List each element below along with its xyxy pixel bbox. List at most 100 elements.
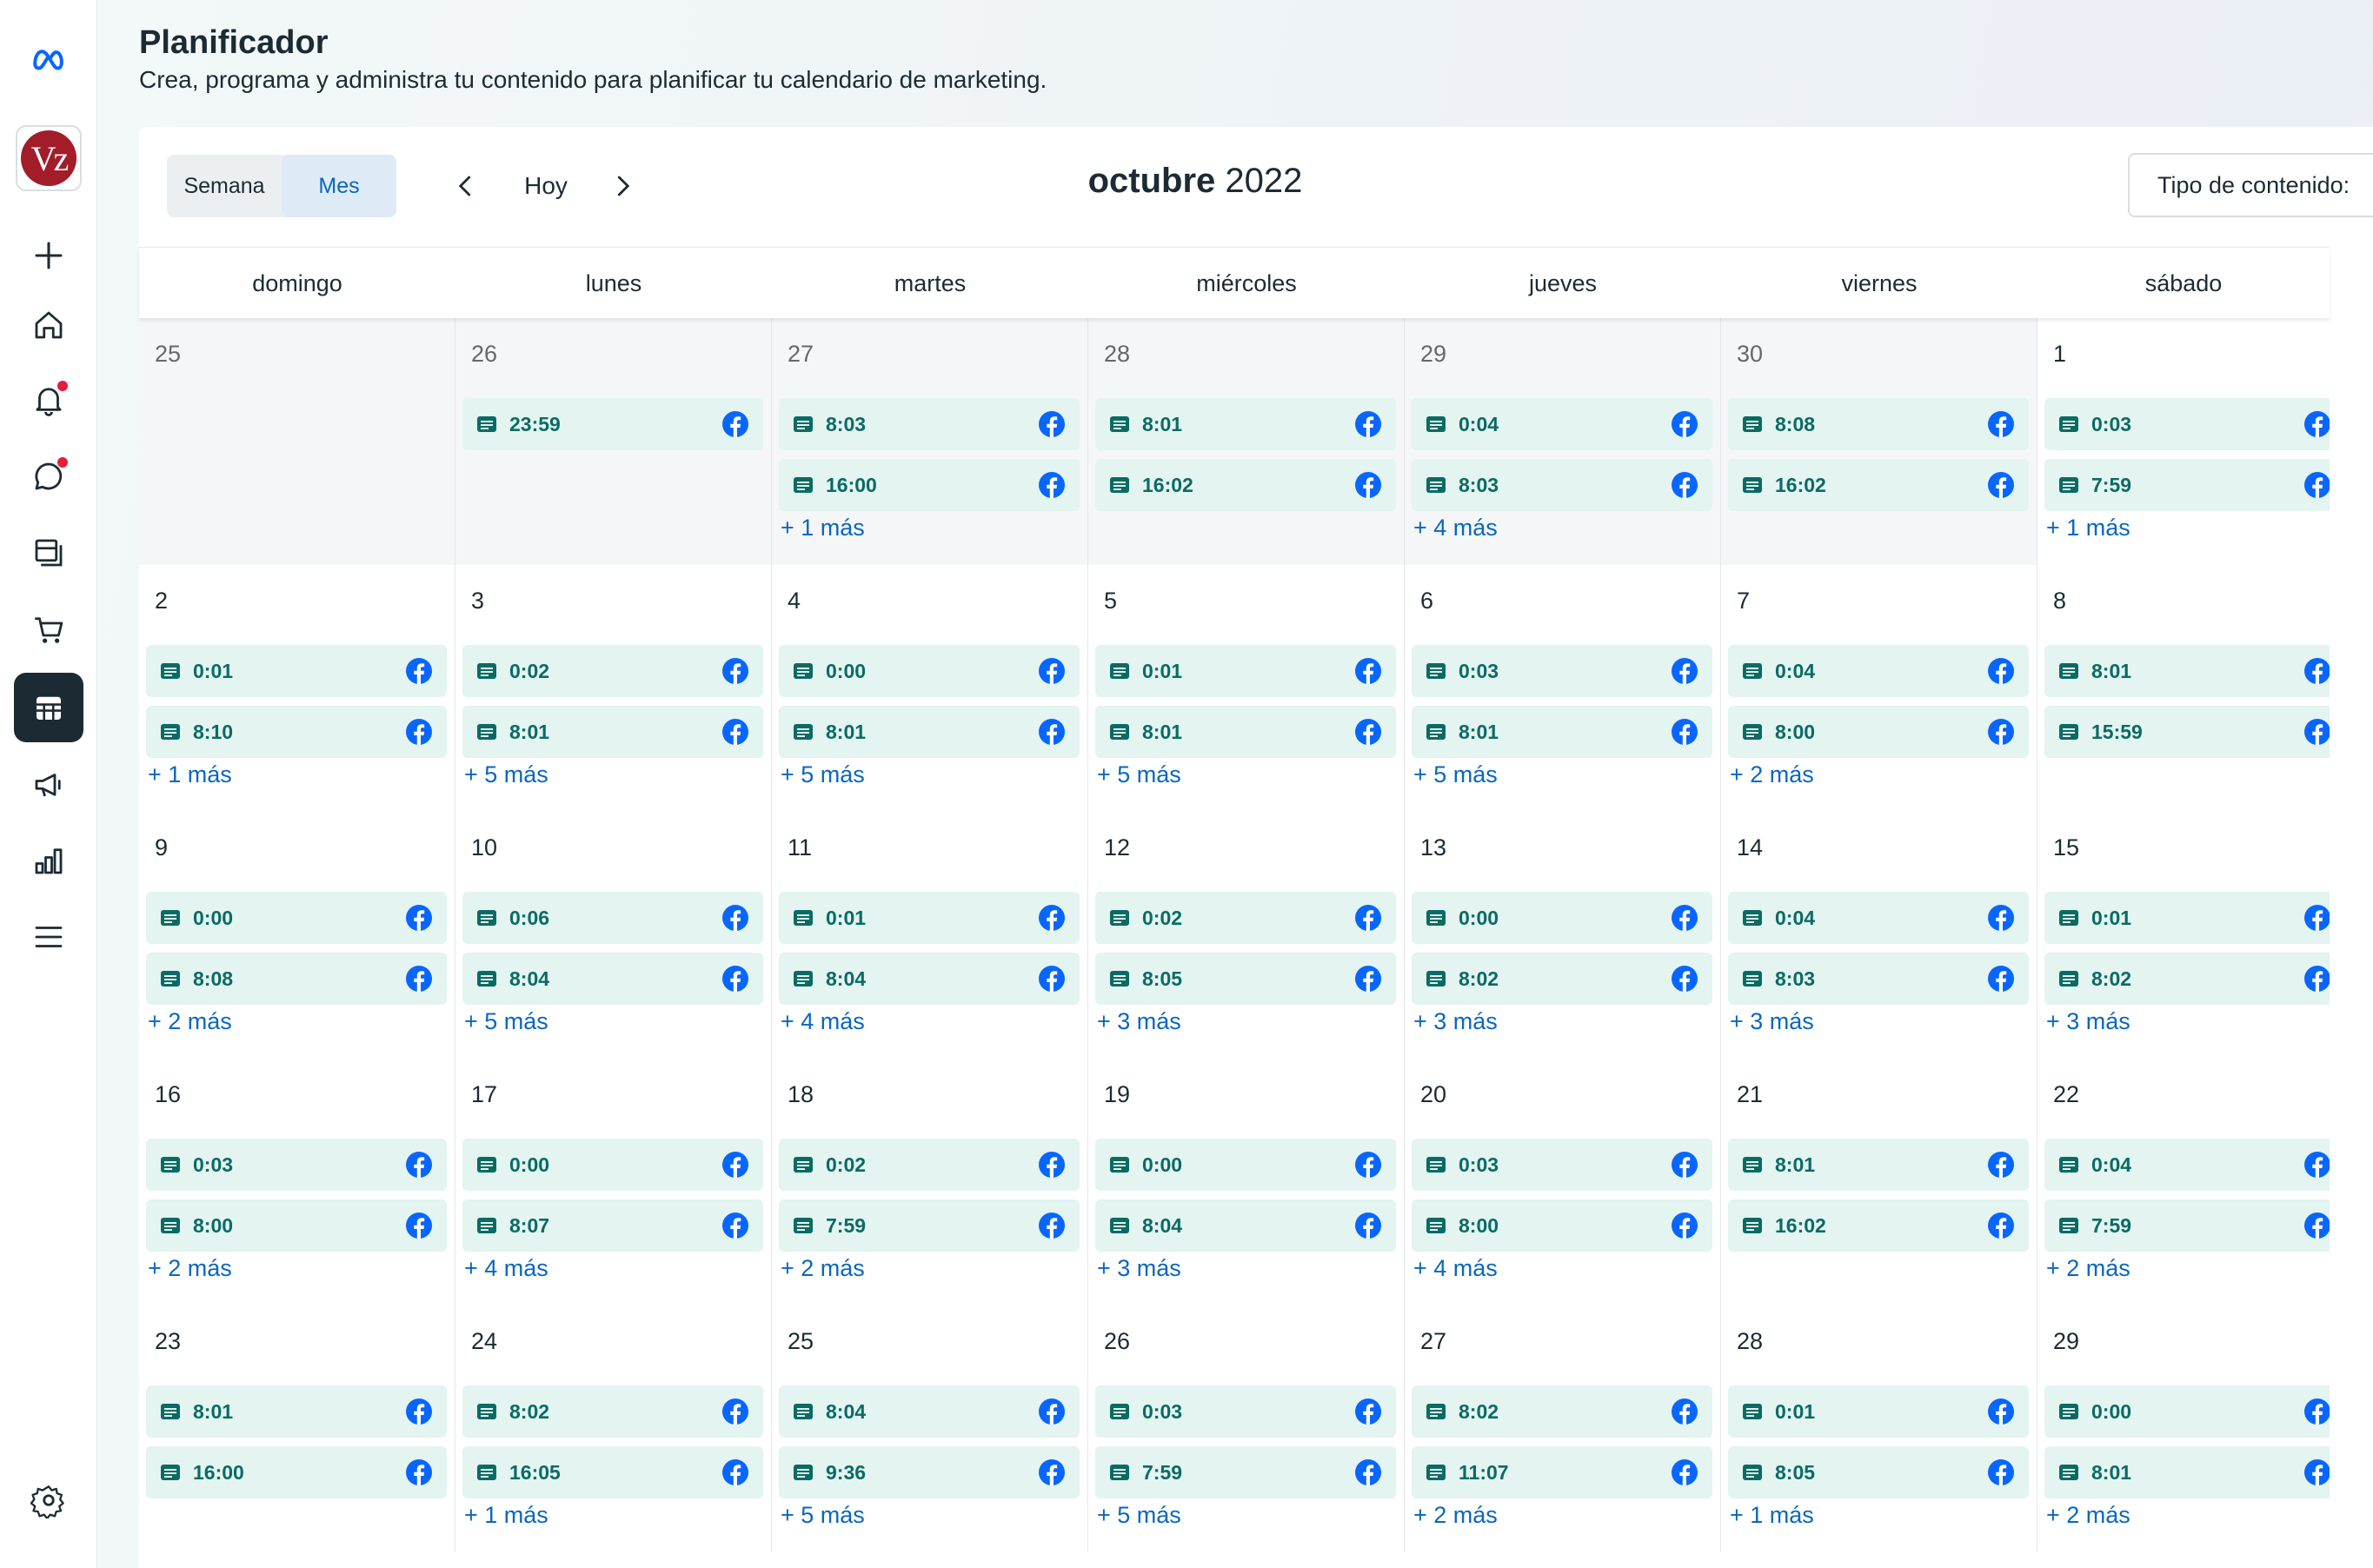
day-cell[interactable]: 10 0:06 8:04 + 5 más — [455, 812, 772, 1059]
day-cell[interactable]: 25 — [139, 318, 455, 565]
more-posts-link[interactable]: + 1 más — [2046, 515, 2130, 541]
more-posts-link[interactable]: + 1 más — [148, 761, 232, 787]
day-cell[interactable]: 24 8:02 16:05 + 1 más — [455, 1306, 772, 1552]
day-cell[interactable]: 11 0:01 8:04 + 4 más — [772, 812, 1088, 1059]
more-posts-link[interactable]: + 5 más — [1413, 761, 1498, 787]
scheduled-post[interactable]: 16:02 — [1728, 1199, 2029, 1252]
day-cell[interactable]: 15 0:01 8:02 + 3 más — [2037, 812, 2330, 1059]
day-cell[interactable]: 20 0:03 8:00 + 4 más — [1405, 1059, 1721, 1306]
previous-month-button[interactable] — [442, 162, 490, 210]
menu-icon[interactable] — [14, 902, 83, 972]
day-cell[interactable]: 4 0:00 8:01 + 5 más — [772, 565, 1088, 812]
day-cell[interactable]: 18 0:02 7:59 + 2 más — [772, 1059, 1088, 1306]
scheduled-post[interactable]: 0:03 — [146, 1139, 447, 1191]
more-posts-link[interactable]: + 1 más — [464, 1502, 548, 1528]
day-cell[interactable]: 26 0:03 7:59 + 5 más — [1088, 1306, 1405, 1552]
day-cell[interactable]: 3 0:02 8:01 + 5 más — [455, 565, 772, 812]
scheduled-post[interactable]: 8:02 — [2044, 953, 2330, 1005]
scheduled-post[interactable]: 8:01 — [2044, 645, 2330, 697]
content-pages-icon[interactable] — [14, 518, 83, 588]
notifications-bell-icon[interactable] — [14, 365, 83, 435]
scheduled-post[interactable]: 8:01 — [2044, 1446, 2330, 1498]
scheduled-post[interactable]: 8:07 — [462, 1199, 763, 1252]
meta-logo-icon[interactable] — [14, 24, 83, 94]
more-posts-link[interactable]: + 3 más — [2046, 1008, 2130, 1034]
scheduled-post[interactable]: 16:02 — [1728, 459, 2029, 511]
more-posts-link[interactable]: + 4 más — [464, 1255, 548, 1281]
scheduled-post[interactable]: 0:00 — [779, 645, 1080, 697]
day-cell[interactable]: 26 23:59 — [455, 318, 772, 565]
more-posts-link[interactable]: + 2 más — [781, 1255, 865, 1281]
day-cell[interactable]: 8 8:01 15:59 — [2037, 565, 2330, 812]
settings-gear-icon[interactable] — [14, 1465, 83, 1535]
more-posts-link[interactable]: + 5 más — [1097, 761, 1181, 787]
day-cell[interactable]: 30 8:08 16:02 — [1721, 318, 2037, 565]
day-cell[interactable]: 27 8:03 16:00 + 1 más — [772, 318, 1088, 565]
scheduled-post[interactable]: 8:01 — [1095, 398, 1396, 450]
more-posts-link[interactable]: + 4 más — [781, 1008, 865, 1034]
next-month-button[interactable] — [598, 162, 647, 210]
scheduled-post[interactable]: 0:03 — [1095, 1385, 1396, 1438]
planner-calendar-icon[interactable] — [14, 673, 83, 742]
more-posts-link[interactable]: + 3 más — [1413, 1008, 1498, 1034]
scheduled-post[interactable]: 0:04 — [1728, 892, 2029, 944]
more-posts-link[interactable]: + 2 más — [1730, 761, 1814, 787]
scheduled-post[interactable]: 8:03 — [1728, 953, 2029, 1005]
scheduled-post[interactable]: 0:00 — [2044, 1385, 2330, 1438]
day-cell[interactable]: 19 0:00 8:04 + 3 más — [1088, 1059, 1405, 1306]
scheduled-post[interactable]: 0:03 — [2044, 398, 2330, 450]
more-posts-link[interactable]: + 2 más — [2046, 1255, 2130, 1281]
account-avatar[interactable]: Vz — [14, 123, 83, 193]
scheduled-post[interactable]: 8:05 — [1095, 953, 1396, 1005]
scheduled-post[interactable]: 8:08 — [1728, 398, 2029, 450]
scheduled-post[interactable]: 8:01 — [1728, 1139, 2029, 1191]
scheduled-post[interactable]: 0:03 — [1412, 645, 1712, 697]
scheduled-post[interactable]: 0:01 — [2044, 892, 2330, 944]
scheduled-post[interactable]: 23:59 — [462, 398, 763, 450]
week-view-button[interactable]: Semana — [183, 173, 265, 198]
scheduled-post[interactable]: 8:00 — [1728, 706, 2029, 758]
scheduled-post[interactable]: 8:05 — [1728, 1446, 2029, 1498]
day-cell[interactable]: 25 8:04 9:36 + 5 más — [772, 1306, 1088, 1552]
scheduled-post[interactable]: 8:08 — [146, 953, 447, 1005]
scheduled-post[interactable]: 7:59 — [2044, 459, 2330, 511]
scheduled-post[interactable]: 8:01 — [779, 706, 1080, 758]
scheduled-post[interactable]: 15:59 — [2044, 706, 2330, 758]
scheduled-post[interactable]: 7:59 — [1095, 1446, 1396, 1498]
scheduled-post[interactable]: 0:06 — [462, 892, 763, 944]
insights-chart-icon[interactable] — [14, 826, 83, 895]
scheduled-post[interactable]: 0:03 — [1412, 1139, 1712, 1191]
day-cell[interactable]: 12 0:02 8:05 + 3 más — [1088, 812, 1405, 1059]
today-button[interactable]: Hoy — [524, 172, 568, 199]
scheduled-post[interactable]: 8:04 — [779, 953, 1080, 1005]
day-cell[interactable]: 14 0:04 8:03 + 3 más — [1721, 812, 2037, 1059]
day-cell[interactable]: 29 0:04 8:03 + 4 más — [1405, 318, 1721, 565]
day-cell[interactable]: 23 8:01 16:00 — [139, 1306, 455, 1552]
day-cell[interactable]: 1 0:03 7:59 + 1 más — [2037, 318, 2330, 565]
more-posts-link[interactable]: + 2 más — [148, 1008, 232, 1034]
scheduled-post[interactable]: 16:05 — [462, 1446, 763, 1498]
ads-megaphone-icon[interactable] — [14, 749, 83, 819]
more-posts-link[interactable]: + 4 más — [1413, 515, 1498, 541]
more-posts-link[interactable]: + 3 más — [1730, 1008, 1814, 1034]
more-posts-link[interactable]: + 5 más — [781, 1502, 865, 1528]
scheduled-post[interactable]: 0:00 — [146, 892, 447, 944]
scheduled-post[interactable]: 8:01 — [146, 1385, 447, 1438]
content-type-filter[interactable]: Tipo de contenido: — [2128, 153, 2373, 217]
day-cell[interactable]: 17 0:00 8:07 + 4 más — [455, 1059, 772, 1306]
day-cell[interactable]: 13 0:00 8:02 + 3 más — [1405, 812, 1721, 1059]
more-posts-link[interactable]: + 5 más — [1097, 1502, 1181, 1528]
scheduled-post[interactable]: 0:02 — [779, 1139, 1080, 1191]
home-icon[interactable] — [14, 290, 83, 360]
month-view-button[interactable]: Mes — [282, 155, 396, 217]
more-posts-link[interactable]: + 5 más — [464, 1008, 548, 1034]
scheduled-post[interactable]: 8:01 — [1095, 706, 1396, 758]
scheduled-post[interactable]: 8:02 — [462, 1385, 763, 1438]
more-posts-link[interactable]: + 3 más — [1097, 1255, 1181, 1281]
more-posts-link[interactable]: + 4 más — [1413, 1255, 1498, 1281]
day-cell[interactable]: 27 8:02 11:07 + 2 más — [1405, 1306, 1721, 1552]
scheduled-post[interactable]: 0:02 — [462, 645, 763, 697]
scheduled-post[interactable]: 8:02 — [1412, 953, 1712, 1005]
scheduled-post[interactable]: 7:59 — [2044, 1199, 2330, 1252]
day-cell[interactable]: 7 0:04 8:00 + 2 más — [1721, 565, 2037, 812]
